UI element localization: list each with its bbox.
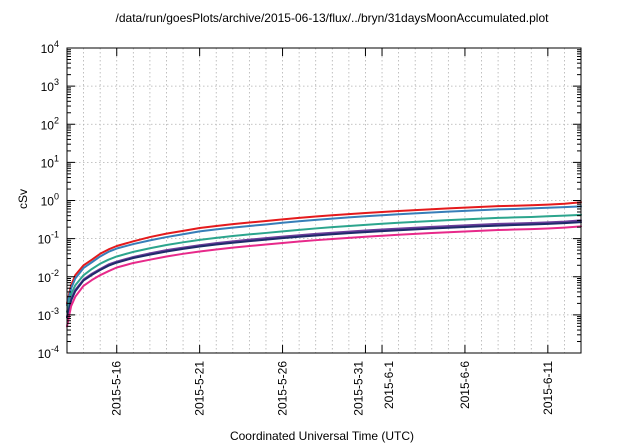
y-tick-label: 10-2 — [38, 268, 59, 285]
y-tick-label-base: 10 — [38, 347, 52, 361]
x-tick-label: 2015-5-26 — [276, 361, 290, 416]
y-tick-label-exponent: -2 — [51, 268, 59, 278]
x-axis-tick-labels: 2015-5-16 2015-5-21 2015-5-26 2015-5-31 2015… — [110, 361, 555, 416]
y-tick-label-exponent: 0 — [54, 192, 59, 202]
y-tick-label-exponent: -3 — [51, 306, 59, 316]
x-tick-label: 2015-6-6 — [458, 361, 472, 409]
y-tick-label-base: 10 — [38, 233, 52, 247]
series-line-magenta — [66, 225, 582, 328]
y-tick-label-base: 10 — [41, 195, 55, 209]
y-tick-label: 104 — [41, 39, 59, 56]
y-tick-label: 100 — [41, 192, 59, 209]
y-tick-label-base: 10 — [41, 80, 55, 94]
y-tick-label-base: 10 — [41, 156, 55, 170]
y-tick-label-exponent: -4 — [51, 344, 59, 354]
x-tick-label: 2015-5-16 — [110, 361, 124, 416]
y-tick-label-base: 10 — [38, 309, 52, 323]
series-line-blue — [66, 205, 582, 307]
series-line-green — [66, 213, 582, 313]
grid — [67, 48, 581, 353]
x-axis-label: Coordinated Universal Time (UTC) — [230, 429, 414, 443]
y-tick-label-exponent: -1 — [51, 230, 59, 240]
y-tick-label: 10-1 — [38, 230, 59, 247]
chart-title: /data/run/goesPlots/archive/2015-06-13/f… — [116, 11, 550, 25]
y-tick-label: 10-4 — [38, 344, 59, 361]
x-tick-label: 2015-6-1 — [382, 361, 396, 409]
y-tick-label-base: 10 — [41, 118, 55, 132]
y-tick-label: 102 — [41, 115, 59, 132]
y-tick-label-exponent: 4 — [54, 39, 59, 49]
series-line-purple — [66, 219, 582, 318]
series-layer — [66, 201, 582, 328]
y-tick-label: 10-3 — [38, 306, 59, 323]
y-tick-label-exponent: 3 — [54, 77, 59, 87]
x-tick-label: 2015-6-11 — [541, 361, 555, 415]
x-tick-label: 2015-5-21 — [193, 361, 207, 416]
y-tick-label: 103 — [41, 77, 59, 94]
series-line-navy — [66, 221, 582, 319]
y-axis-label: cSv — [16, 189, 30, 209]
y-tick-label: 101 — [41, 153, 59, 170]
x-tick-label: 2015-5-31 — [351, 361, 365, 416]
y-tick-label-exponent: 2 — [54, 115, 59, 125]
y-tick-label-exponent: 1 — [54, 153, 59, 163]
axis-ticks — [67, 47, 581, 354]
y-tick-label-base: 10 — [41, 42, 55, 56]
y-tick-label-base: 10 — [38, 271, 52, 285]
series-line-red — [66, 201, 582, 305]
